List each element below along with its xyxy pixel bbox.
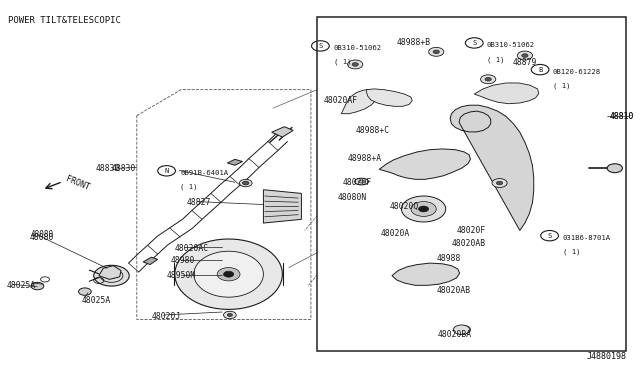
Circle shape xyxy=(465,38,483,48)
Text: 48020BA: 48020BA xyxy=(438,330,472,339)
Polygon shape xyxy=(392,263,460,285)
Polygon shape xyxy=(380,149,470,179)
Circle shape xyxy=(106,273,116,279)
Circle shape xyxy=(492,179,507,187)
Circle shape xyxy=(157,166,175,176)
Ellipse shape xyxy=(355,178,369,185)
Circle shape xyxy=(429,47,444,56)
Text: 48025A: 48025A xyxy=(82,296,111,305)
Text: 48020AB: 48020AB xyxy=(451,239,486,248)
Circle shape xyxy=(217,267,240,281)
Circle shape xyxy=(223,271,234,277)
Text: 48020AC: 48020AC xyxy=(175,244,209,253)
Polygon shape xyxy=(367,89,412,106)
Text: 0B310-51062: 0B310-51062 xyxy=(487,42,535,48)
Text: S: S xyxy=(547,232,552,239)
Text: 48080: 48080 xyxy=(29,233,54,243)
Text: 48810: 48810 xyxy=(610,112,634,121)
Ellipse shape xyxy=(358,180,365,183)
Text: S: S xyxy=(318,43,323,49)
Text: 48988+B: 48988+B xyxy=(396,38,431,47)
Text: FRONT: FRONT xyxy=(64,174,90,192)
Circle shape xyxy=(401,196,445,222)
Text: 48988+A: 48988+A xyxy=(348,154,381,163)
Text: 48020J: 48020J xyxy=(152,312,180,321)
Circle shape xyxy=(348,60,363,69)
Text: B: B xyxy=(538,67,542,73)
Text: 48830: 48830 xyxy=(111,164,136,173)
Polygon shape xyxy=(175,239,282,310)
Circle shape xyxy=(352,62,358,66)
Circle shape xyxy=(79,288,92,295)
Circle shape xyxy=(607,164,622,173)
Text: 48988+C: 48988+C xyxy=(355,126,389,135)
Text: J4880198: J4880198 xyxy=(586,352,626,361)
Text: 48080N: 48080N xyxy=(337,193,367,202)
Text: 031B6-8701A: 031B6-8701A xyxy=(563,235,611,241)
Text: 48020Q: 48020Q xyxy=(390,202,419,211)
Text: 48988: 48988 xyxy=(436,254,461,263)
Text: 48020F: 48020F xyxy=(342,178,372,187)
Polygon shape xyxy=(271,127,293,137)
Text: 48810: 48810 xyxy=(610,112,634,121)
Circle shape xyxy=(411,202,436,217)
Circle shape xyxy=(455,326,470,334)
Polygon shape xyxy=(99,266,121,279)
Text: 48020AF: 48020AF xyxy=(324,96,358,105)
Text: 48830: 48830 xyxy=(95,164,120,173)
Text: 0B91B-6401A: 0B91B-6401A xyxy=(180,170,228,176)
Circle shape xyxy=(433,50,440,54)
Text: 48950M: 48950M xyxy=(166,271,196,280)
Text: 48020F: 48020F xyxy=(456,226,486,235)
Circle shape xyxy=(453,325,470,335)
Text: 48020AB: 48020AB xyxy=(436,286,470,295)
Text: 0B120-61228: 0B120-61228 xyxy=(553,69,601,75)
Circle shape xyxy=(485,77,492,81)
Polygon shape xyxy=(194,251,264,297)
Text: ( 1): ( 1) xyxy=(563,249,580,255)
Circle shape xyxy=(541,231,559,241)
Text: N: N xyxy=(164,168,169,174)
Polygon shape xyxy=(264,190,301,223)
Polygon shape xyxy=(143,257,157,264)
Circle shape xyxy=(522,54,528,57)
Circle shape xyxy=(223,311,236,319)
Circle shape xyxy=(227,314,232,317)
Text: ( 1): ( 1) xyxy=(180,184,198,190)
Text: 0B310-51062: 0B310-51062 xyxy=(333,45,382,51)
Circle shape xyxy=(481,75,496,84)
Text: 48980: 48980 xyxy=(170,256,195,265)
Circle shape xyxy=(93,265,129,286)
Circle shape xyxy=(460,328,466,332)
Text: 48020A: 48020A xyxy=(381,229,410,238)
Circle shape xyxy=(531,64,549,75)
Text: ( 1): ( 1) xyxy=(333,59,351,65)
Text: 48879: 48879 xyxy=(512,58,536,67)
Text: 48080: 48080 xyxy=(31,230,54,240)
Text: POWER TILT&TELESCOPIC: POWER TILT&TELESCOPIC xyxy=(8,16,121,25)
Text: 48025A: 48025A xyxy=(7,281,36,290)
Circle shape xyxy=(312,41,329,51)
Circle shape xyxy=(243,181,249,185)
Text: S: S xyxy=(472,40,476,46)
Circle shape xyxy=(497,181,503,185)
Circle shape xyxy=(239,179,252,187)
Polygon shape xyxy=(341,90,377,114)
Polygon shape xyxy=(227,159,243,165)
Polygon shape xyxy=(474,83,539,104)
Polygon shape xyxy=(450,105,534,231)
Circle shape xyxy=(31,282,44,290)
Circle shape xyxy=(517,51,532,60)
Text: ( 1): ( 1) xyxy=(487,56,504,62)
Text: 48827: 48827 xyxy=(187,198,211,207)
Circle shape xyxy=(419,206,429,212)
Bar xyxy=(317,17,626,351)
Text: ( 1): ( 1) xyxy=(553,83,570,89)
